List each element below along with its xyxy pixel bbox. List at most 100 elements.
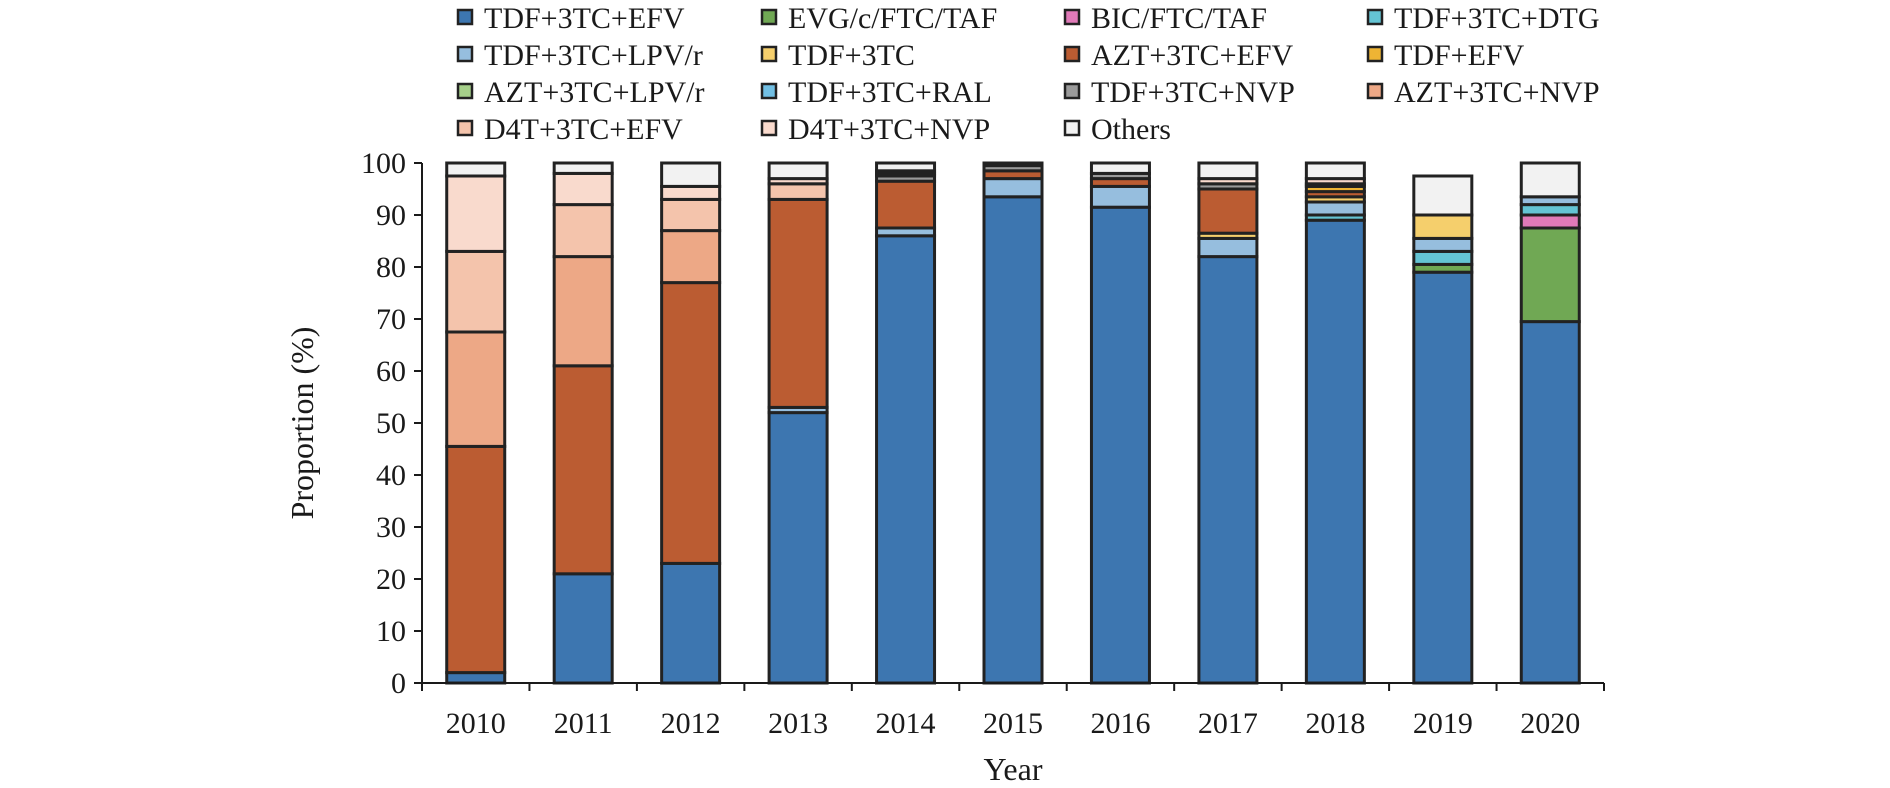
bar-segment-2012-azt-3tc-efv <box>660 281 722 565</box>
bar-segment-2018-tdf-3tc-efv <box>1304 218 1366 685</box>
legend-swatch-tdf-3tc-efv <box>456 8 474 26</box>
legend-label-tdf-3tc-efv: TDF+3TC+EFV <box>484 2 685 35</box>
bar-segment-2017-azt-3tc-efv <box>1197 187 1259 235</box>
y-tick-label-80: 80 <box>376 251 406 284</box>
bar-segment-2015-tdf-3tc-efv <box>982 195 1044 685</box>
bar-segment-2015-tdf-3tc-lpv-r <box>982 177 1044 199</box>
legend-swatch-azt-3tc-nvp <box>1366 82 1384 100</box>
bar-segment-2012-azt-3tc-nvp <box>660 229 722 285</box>
bar-segment-2017-tdf-3tc-lpv-r <box>1197 236 1259 259</box>
y-tick-label-10: 10 <box>376 615 406 648</box>
legend-label-tdf-3tc-dtg: TDF+3TC+DTG <box>1394 2 1600 35</box>
legend-label-evg-c-ftc-taf: EVG/c/FTC/TAF <box>788 2 997 35</box>
y-tick-label-0: 0 <box>391 667 406 700</box>
y-tick-label-20: 20 <box>376 563 406 596</box>
y-tick-label-90: 90 <box>376 199 406 232</box>
bar-segment-2018-tdf-3tc-lpv-r <box>1304 200 1366 217</box>
legend-swatch-tdf-3tc <box>760 45 778 63</box>
legend-swatch-tdf-3tc-dtg <box>1366 8 1384 26</box>
legend-swatch-others <box>1063 119 1081 137</box>
legend-label-tdf-3tc-nvp: TDF+3TC+NVP <box>1091 76 1295 109</box>
bar-segment-2017-tdf-3tc-efv <box>1197 255 1259 685</box>
bar-segment-2018-others <box>1304 161 1366 181</box>
bar-segment-2011-others <box>552 161 614 175</box>
legend-label-tdf-3tc-ral: TDF+3TC+RAL <box>788 76 992 109</box>
bar-segment-2013-others <box>767 161 829 181</box>
x-tick-label-2016: 2016 <box>1090 707 1150 740</box>
bar-segment-2010-others <box>445 161 507 178</box>
y-tick-label-40: 40 <box>376 459 406 492</box>
x-ticks: 2010 2011 2012 2013 2014 2015 2016 2017 2018 2019… <box>421 683 1605 740</box>
bar-segment-2011-d4t-3tc-nvp <box>552 171 614 207</box>
legend: TDF+3TC+EFV EVG/c/FTC/TAF BIC/FTC/TAF TDF+3… <box>456 2 1600 146</box>
bar-segment-2012-d4t-3tc-efv <box>660 197 722 233</box>
bar-segment-2011-azt-3tc-nvp <box>552 255 614 368</box>
legend-swatch-tdf-efv <box>1366 45 1384 63</box>
legend-label-azt-3tc-efv: AZT+3TC+EFV <box>1091 39 1293 72</box>
bar-segment-2012-d4t-3tc-nvp <box>660 184 722 201</box>
y-tick-label-60: 60 <box>376 355 406 388</box>
y-axis-title: Proportion (%) <box>284 327 320 520</box>
legend-label-tdf-3tc-lpv-r: TDF+3TC+LPV/r <box>484 39 703 72</box>
x-tick-label-2013: 2013 <box>768 707 828 740</box>
bar-segment-2016-others <box>1089 161 1151 175</box>
bar-segment-2010-tdf-3tc-efv <box>445 671 507 685</box>
bar-segment-2020-others <box>1519 161 1581 199</box>
bar-segment-2013-tdf-3tc-efv <box>767 411 829 685</box>
bar-segment-2017-others <box>1197 161 1259 181</box>
y-ticks: 0 10 20 30 40 50 60 70 80 90 100 <box>361 147 422 700</box>
y-tick-label-70: 70 <box>376 303 406 336</box>
bars <box>445 161 1581 685</box>
legend-label-d4t-3tc-efv: D4T+3TC+EFV <box>484 113 683 146</box>
y-tick-label-30: 30 <box>376 511 406 544</box>
bar-segment-2020-bic-ftc-taf <box>1519 213 1581 230</box>
bar-segment-2020-evg-c-ftc-taf <box>1519 226 1581 324</box>
legend-label-others: Others <box>1091 113 1171 146</box>
x-tick-label-2014: 2014 <box>876 707 936 740</box>
bar-segment-2010-azt-3tc-efv <box>445 444 507 675</box>
y-tick-label-50: 50 <box>376 407 406 440</box>
legend-swatch-tdf-3tc-ral <box>760 82 778 100</box>
bar-segment-2012-others <box>660 161 722 188</box>
bar-segment-2019-tdf-3tc-lpv-r <box>1412 236 1474 253</box>
bar-segment-2014-azt-3tc-efv <box>875 179 937 230</box>
bar-segment-2020-tdf-3tc-efv <box>1519 320 1581 685</box>
legend-swatch-azt-3tc-lpv-r <box>456 82 474 100</box>
x-tick-label-2017: 2017 <box>1198 707 1258 740</box>
legend-label-tdf-efv: TDF+EFV <box>1394 39 1525 72</box>
legend-label-tdf-3tc: TDF+3TC <box>788 39 915 72</box>
x-tick-label-2010: 2010 <box>446 707 506 740</box>
y-tick-label-100: 100 <box>361 147 406 180</box>
x-tick-label-2019: 2019 <box>1413 707 1473 740</box>
bar-segment-2011-azt-3tc-efv <box>552 364 614 576</box>
bar-segment-2010-d4t-3tc-efv <box>445 249 507 334</box>
legend-swatch-d4t-3tc-efv <box>456 119 474 137</box>
bar-segment-2019-tdf-3tc-efv <box>1412 270 1474 685</box>
bar-segment-2014-others <box>875 161 937 173</box>
bar-segment-2019-others <box>1412 174 1474 217</box>
bar-segment-2019-tdf-3tc <box>1412 213 1474 240</box>
bar-segment-2010-azt-3tc-nvp <box>445 330 507 448</box>
bar-segment-2013-d4t-3tc-efv <box>767 182 829 201</box>
x-tick-label-2018: 2018 <box>1305 707 1365 740</box>
legend-swatch-tdf-3tc-lpv-r <box>456 45 474 63</box>
x-tick-label-2015: 2015 <box>983 707 1043 740</box>
bar-segment-2011-d4t-3tc-efv <box>552 203 614 259</box>
x-axis-title: Year <box>984 751 1043 787</box>
bar-segment-2020-tdf-3tc-dtg <box>1519 203 1581 217</box>
legend-label-azt-3tc-nvp: AZT+3TC+NVP <box>1394 76 1600 109</box>
legend-label-azt-3tc-lpv-r: AZT+3TC+LPV/r <box>484 76 705 109</box>
x-tick-label-2020: 2020 <box>1520 707 1580 740</box>
bar-segment-2011-tdf-3tc-efv <box>552 572 614 685</box>
legend-swatch-bic-ftc-taf <box>1063 8 1081 26</box>
bar-segment-2012-tdf-3tc-efv <box>660 561 722 685</box>
bar-segment-2014-tdf-3tc-efv <box>875 234 937 685</box>
legend-swatch-d4t-3tc-nvp <box>760 119 778 137</box>
legend-swatch-tdf-3tc-nvp <box>1063 82 1081 100</box>
legend-swatch-azt-3tc-efv <box>1063 45 1081 63</box>
bar-segment-2010-d4t-3tc-nvp <box>445 174 507 253</box>
legend-label-d4t-3tc-nvp: D4T+3TC+NVP <box>788 113 990 146</box>
x-tick-label-2012: 2012 <box>661 707 721 740</box>
bar-segment-2019-tdf-3tc-dtg <box>1412 249 1474 266</box>
